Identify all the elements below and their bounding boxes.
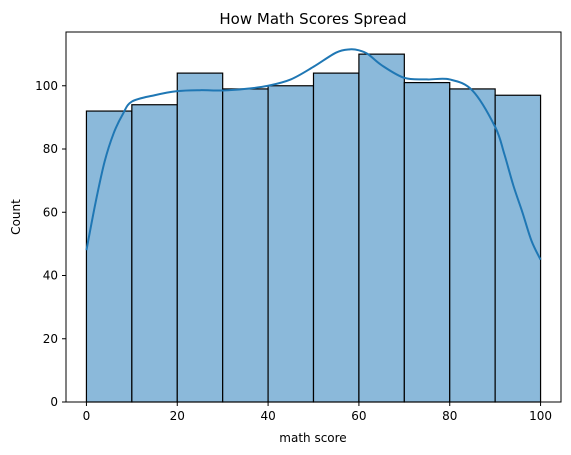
x-tick-label: 100 <box>529 409 552 423</box>
y-tick-label: 40 <box>43 269 58 283</box>
histogram-bar <box>449 88 496 403</box>
histogram-bar <box>403 81 451 403</box>
y-tick-label: 100 <box>35 79 58 93</box>
histogram-bar <box>222 88 269 403</box>
x-tick-label: 40 <box>260 409 275 423</box>
x-tick-label: 0 <box>83 409 91 423</box>
ticks-layer: 0 20 40 60 80 100 0 20 40 60 80 100 <box>35 79 552 423</box>
kde-curve <box>85 48 542 261</box>
x-tick-label: 20 <box>170 409 185 423</box>
histogram-bar <box>131 104 178 403</box>
bars-layer <box>85 53 542 403</box>
histogram-bar <box>312 72 360 403</box>
y-tick-label: 80 <box>43 142 58 156</box>
histogram-bar <box>494 94 542 403</box>
plot-frame <box>65 31 562 403</box>
histogram-bar <box>358 53 405 403</box>
y-tick-label: 20 <box>43 332 58 346</box>
y-axis-label: Count <box>9 199 23 235</box>
histogram-bar <box>85 110 133 403</box>
x-axis-label: math score <box>279 431 346 445</box>
x-tick-label: 80 <box>442 409 457 423</box>
y-tick-label: 60 <box>43 205 58 219</box>
y-tick-label: 0 <box>50 395 58 409</box>
histogram-bar <box>176 72 224 403</box>
x-tick-label: 60 <box>351 409 366 423</box>
chart-title: How Math Scores Spread <box>219 10 406 28</box>
histogram-bar <box>267 85 315 403</box>
